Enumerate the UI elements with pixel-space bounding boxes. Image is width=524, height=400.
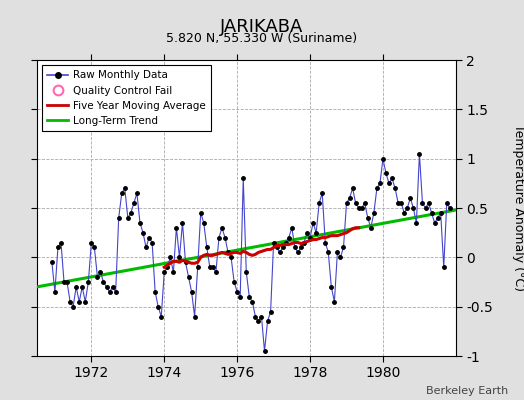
Y-axis label: Temperature Anomaly (°C): Temperature Anomaly (°C) [512, 124, 524, 292]
Legend: Raw Monthly Data, Quality Control Fail, Five Year Moving Average, Long-Term Tren: Raw Monthly Data, Quality Control Fail, … [42, 65, 211, 131]
Text: 5.820 N, 55.330 W (Suriname): 5.820 N, 55.330 W (Suriname) [167, 32, 357, 45]
Text: Berkeley Earth: Berkeley Earth [426, 386, 508, 396]
Text: JARIKABA: JARIKABA [220, 18, 304, 36]
